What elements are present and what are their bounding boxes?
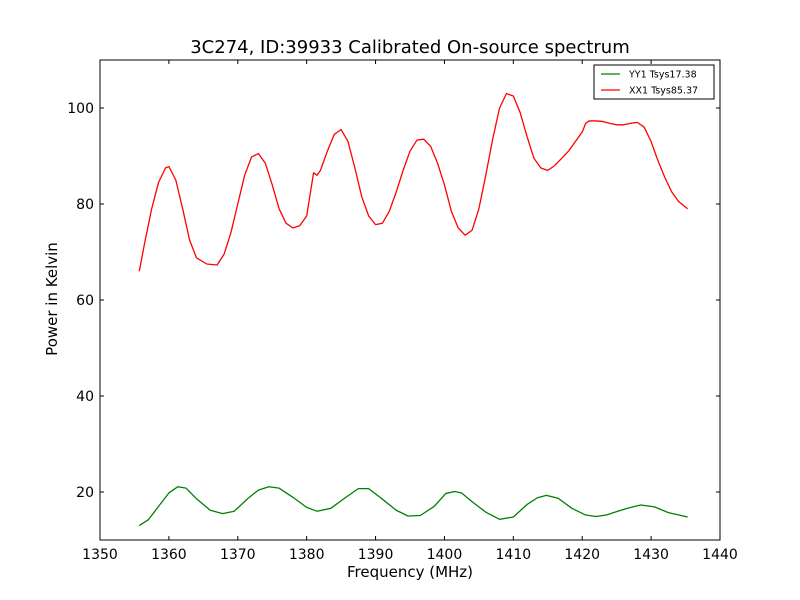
y-tick-label: 100	[67, 101, 94, 117]
series-line-yy1	[138, 486, 688, 527]
plot-area-frame	[99, 59, 721, 541]
x-tick-label: 1380	[289, 547, 325, 563]
y-tick-label: 60	[76, 293, 94, 309]
x-tick-label: 1390	[358, 547, 394, 563]
chart-title: 3C274, ID:39933 Calibrated On-source spe…	[190, 37, 630, 58]
legend-label-xx1: XX1 Tsys85.37	[629, 86, 698, 97]
legend-box	[593, 64, 715, 100]
y-tick-label: 80	[76, 197, 94, 213]
series-line-xx1	[138, 92, 689, 272]
plot-lines	[138, 92, 689, 527]
x-tick-label: 1420	[564, 547, 600, 563]
y-axis-label: Power in Kelvin	[43, 242, 61, 356]
x-axis-label: Frequency (MHz)	[347, 563, 473, 581]
legend-label-yy1: YY1 Tsys17.38	[628, 70, 697, 81]
x-tick-label: 1360	[151, 547, 187, 563]
x-tick-label: 1430	[633, 547, 669, 563]
x-tick-label: 1370	[220, 547, 256, 563]
y-tick-label: 20	[76, 485, 94, 501]
x-tick-label: 1350	[82, 547, 118, 563]
axis-ticks: 1350 1360 1370 1380 1390 1400 1410 1420 1430 1440…	[67, 60, 738, 563]
y-tick-label: 40	[76, 389, 94, 405]
x-tick-label: 1440	[702, 547, 738, 563]
x-tick-label: 1400	[427, 547, 463, 563]
legend: YY1 Tsys17.38 XX1 Tsys85.37	[593, 64, 715, 100]
x-tick-label: 1410	[496, 547, 532, 563]
